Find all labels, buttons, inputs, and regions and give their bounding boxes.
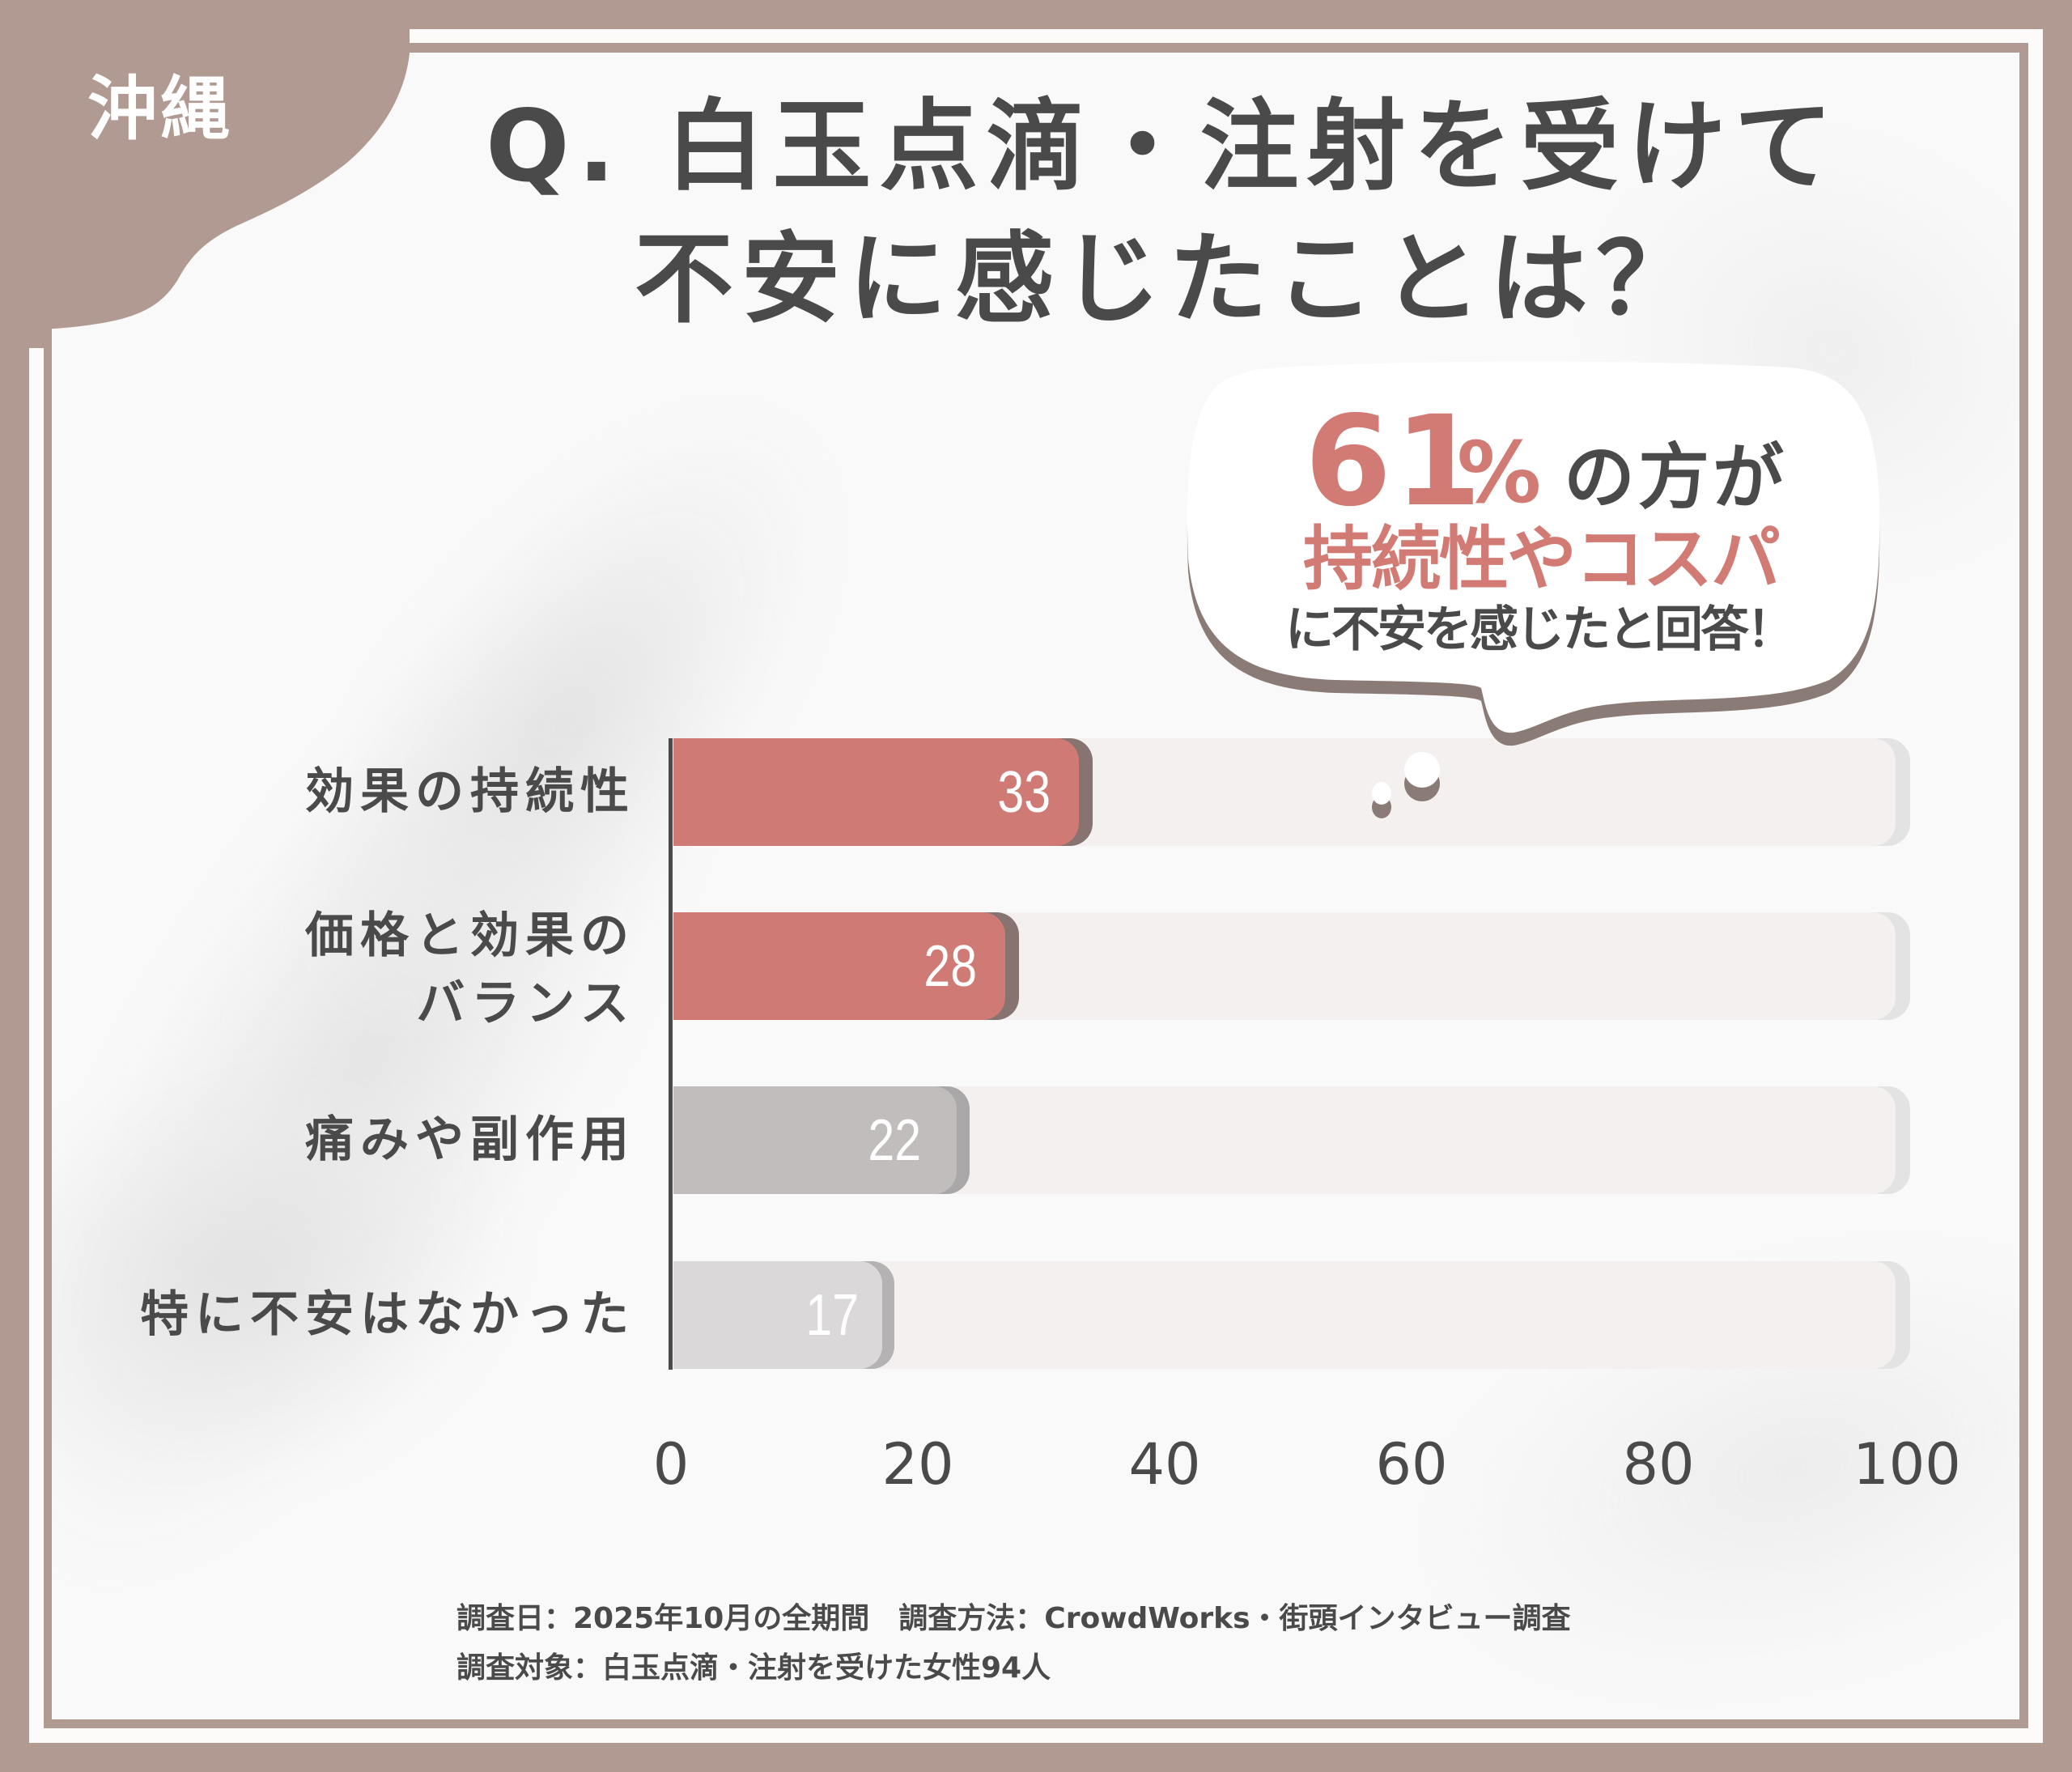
callout-percent-number: 61 xyxy=(1305,389,1485,534)
bar-fill xyxy=(673,912,1005,1020)
callout-highlight: 持続性やコスパ xyxy=(1303,519,1781,600)
region-badge-shape xyxy=(0,0,410,348)
bar-pain-side-effects: 22 xyxy=(673,1086,970,1194)
bubble-dot-large xyxy=(1404,752,1440,788)
bar-value: 22 xyxy=(868,1107,921,1173)
bar-no-concern: 17 xyxy=(673,1261,894,1369)
bar-value: 17 xyxy=(805,1282,859,1348)
x-tick-20: 20 xyxy=(881,1431,954,1498)
bar-fill xyxy=(673,1261,882,1369)
survey-info-line-2: 調査対象：白玉点滴・注射を受けた女性94人 xyxy=(456,1651,1051,1685)
category-label-no-concern: 特に不安はなかった xyxy=(140,1286,635,1343)
category-label-pain: 痛みや副作用 xyxy=(305,1111,635,1168)
x-tick-100: 100 xyxy=(1853,1431,1961,1498)
y-axis-line xyxy=(669,738,673,1370)
bar-value: 33 xyxy=(997,759,1051,825)
callout-line3: に不安を感じたと回答！ xyxy=(1285,601,1795,658)
category-label-price-balance-line2: バランス xyxy=(416,975,635,1032)
bar-fill xyxy=(673,1086,957,1194)
callout-line1-suffix: の方が xyxy=(1564,436,1788,519)
bubble-dot-small xyxy=(1372,782,1391,805)
bar-price-balance: 28 xyxy=(673,912,1019,1020)
bar-effect-duration: 33 xyxy=(673,738,1093,846)
x-tick-0: 0 xyxy=(652,1431,690,1498)
infographic-canvas xyxy=(52,53,2019,1719)
x-tick-80: 80 xyxy=(1622,1431,1695,1498)
callout-bubble xyxy=(1187,361,1880,746)
bar-value: 28 xyxy=(923,933,977,999)
survey-info-line-1: 調査日：2025年10月の全期間 調査方法：CrowdWorks・街頭インタビュ… xyxy=(456,1602,1571,1635)
bar-fill xyxy=(673,738,1079,846)
category-label-price-balance-line1: 価格と効果の xyxy=(305,907,635,964)
x-tick-40: 40 xyxy=(1128,1431,1201,1498)
category-label-effect-duration: 効果の持続性 xyxy=(305,763,635,820)
x-tick-60: 60 xyxy=(1375,1431,1448,1498)
region-label: 沖縄 xyxy=(87,69,233,150)
callout-percent-sign: % xyxy=(1457,423,1542,522)
title-line-1: Q. 白玉点滴・注射を受けて xyxy=(486,89,1841,204)
title-line-2: 不安に感じたことは？ xyxy=(635,222,1703,337)
